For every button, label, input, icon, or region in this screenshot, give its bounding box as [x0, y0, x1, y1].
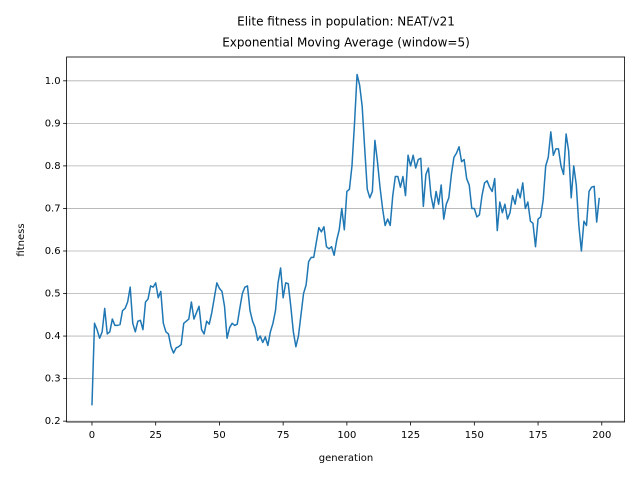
x-tick-label: 0 [89, 430, 95, 441]
x-tick-label: 200 [592, 430, 611, 441]
y-tick-label: 1.0 [45, 76, 61, 87]
x-axis-label: generation [319, 453, 373, 464]
x-tick-label: 50 [213, 430, 226, 441]
x-tick-label: 150 [465, 430, 484, 441]
y-axis-label: fitness [16, 223, 27, 256]
x-tick-label: 100 [337, 430, 356, 441]
y-tick-label: 0.4 [45, 331, 61, 342]
axes-frame [66, 56, 625, 423]
fitness-line [91, 73, 600, 406]
x-tick-label: 125 [401, 430, 420, 441]
x-tick-label: 25 [149, 430, 162, 441]
y-tick-label: 0.7 [45, 203, 61, 214]
y-tick-label: 0.9 [45, 118, 61, 129]
y-tick-label: 0.6 [45, 246, 61, 257]
x-tick-label: 175 [529, 430, 548, 441]
x-tick-label: 75 [277, 430, 290, 441]
chart-title: Elite fitness in population: NEAT/v21 [237, 15, 455, 29]
y-tick-label: 0.2 [45, 416, 61, 427]
y-tick-label: 0.8 [45, 161, 61, 172]
chart-subtitle: Exponential Moving Average (window=5) [222, 36, 470, 50]
y-tick-label: 0.5 [45, 289, 61, 300]
y-tick-label: 0.3 [45, 374, 61, 385]
